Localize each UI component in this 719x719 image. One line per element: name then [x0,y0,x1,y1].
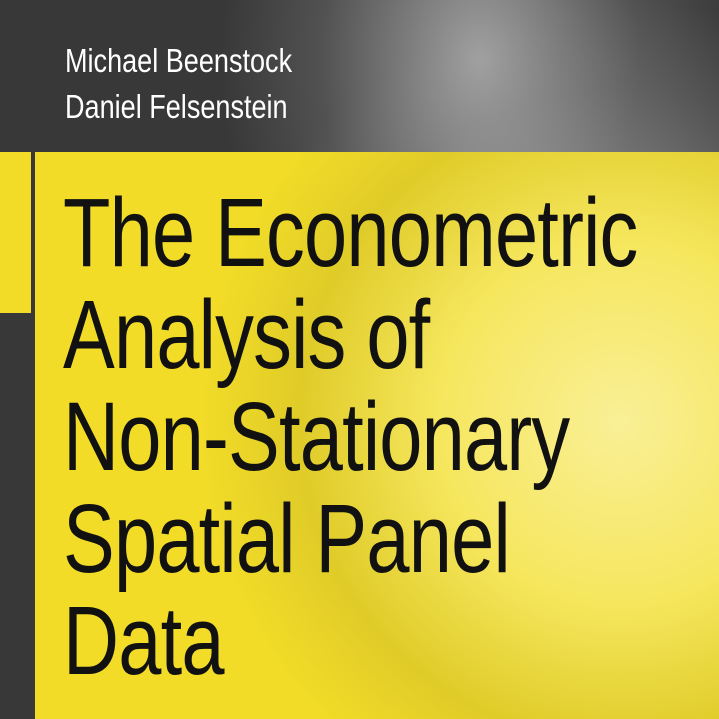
yellow-title-panel [35,152,719,719]
title-line: Spatial Panel [63,484,511,593]
authors: Michael Beenstock Daniel Felsenstein [65,38,292,130]
title-line: Data [63,586,225,695]
title-line: Analysis of [63,280,430,389]
author-name: Daniel Felsenstein [65,88,288,125]
author-name: Michael Beenstock [65,42,293,79]
yellow-accent-tab [0,152,31,313]
book-title: The Econometric Analysis of Non-Stationa… [63,182,638,692]
title-line: Non-Stationary [63,382,570,491]
title-line: The Econometric [63,178,638,287]
